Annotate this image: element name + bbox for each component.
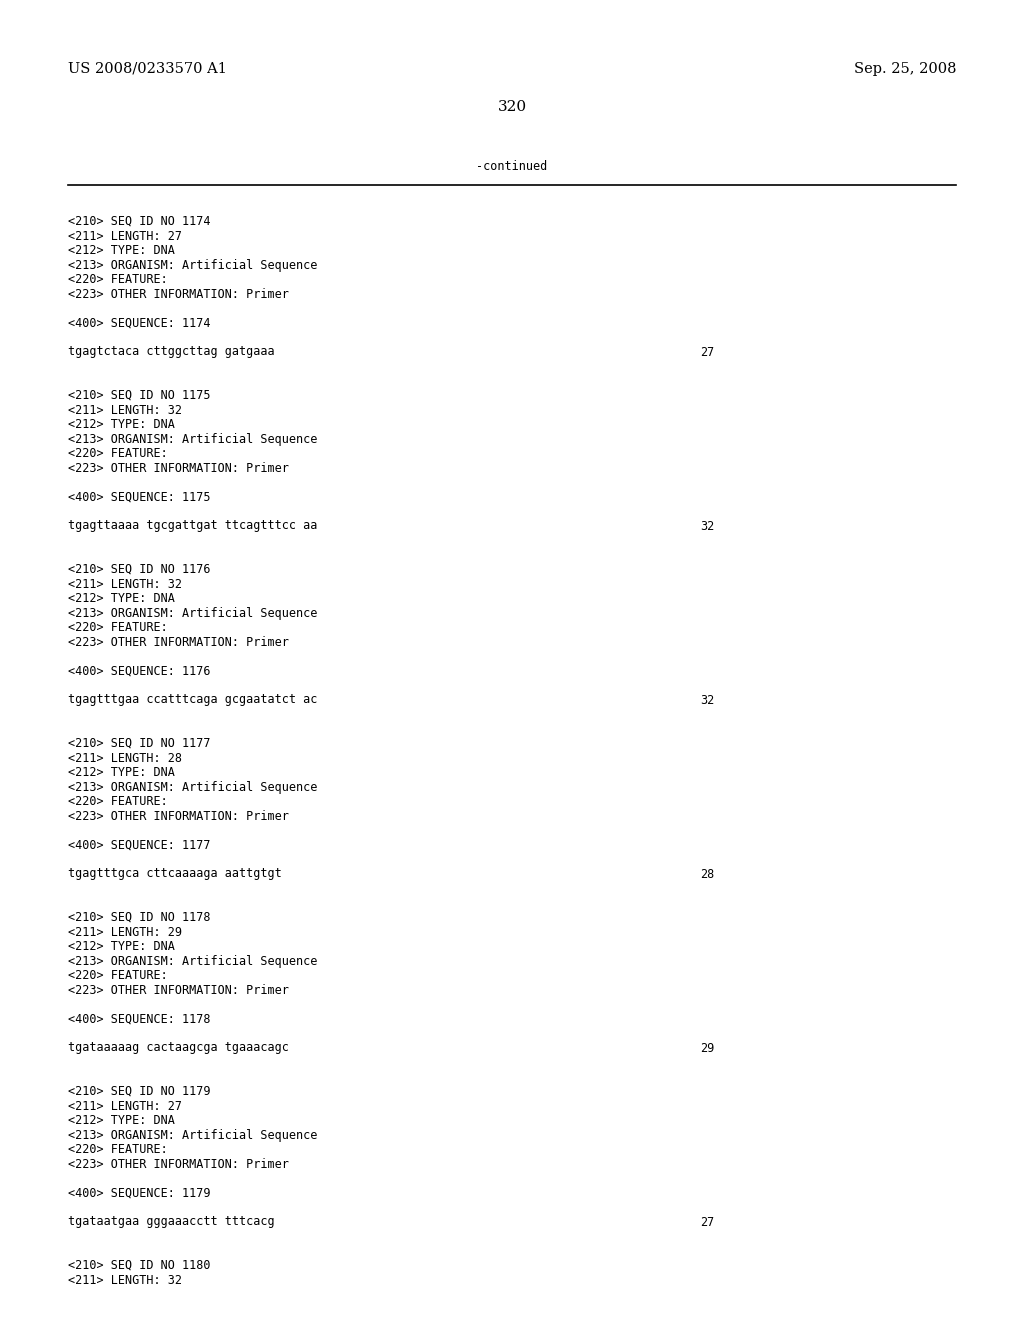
Text: <211> LENGTH: 32: <211> LENGTH: 32 bbox=[68, 1274, 182, 1287]
Text: 32: 32 bbox=[700, 520, 715, 532]
Text: <211> LENGTH: 32: <211> LENGTH: 32 bbox=[68, 404, 182, 417]
Text: <400> SEQUENCE: 1176: <400> SEQUENCE: 1176 bbox=[68, 664, 211, 677]
Text: <211> LENGTH: 27: <211> LENGTH: 27 bbox=[68, 230, 182, 243]
Text: <220> FEATURE:: <220> FEATURE: bbox=[68, 795, 168, 808]
Text: <223> OTHER INFORMATION: Primer: <223> OTHER INFORMATION: Primer bbox=[68, 983, 289, 997]
Text: tgataatgaa gggaaacctt tttcacg: tgataatgaa gggaaacctt tttcacg bbox=[68, 1216, 274, 1229]
Text: <400> SEQUENCE: 1175: <400> SEQUENCE: 1175 bbox=[68, 491, 211, 503]
Text: 28: 28 bbox=[700, 867, 715, 880]
Text: <210> SEQ ID NO 1175: <210> SEQ ID NO 1175 bbox=[68, 389, 211, 403]
Text: <220> FEATURE:: <220> FEATURE: bbox=[68, 273, 168, 286]
Text: tgagtttgaa ccatttcaga gcgaatatct ac: tgagtttgaa ccatttcaga gcgaatatct ac bbox=[68, 693, 317, 706]
Text: <223> OTHER INFORMATION: Primer: <223> OTHER INFORMATION: Primer bbox=[68, 809, 289, 822]
Text: <210> SEQ ID NO 1179: <210> SEQ ID NO 1179 bbox=[68, 1085, 211, 1098]
Text: tgagtctaca cttggcttag gatgaaa: tgagtctaca cttggcttag gatgaaa bbox=[68, 346, 274, 359]
Text: 320: 320 bbox=[498, 100, 526, 114]
Text: <213> ORGANISM: Artificial Sequence: <213> ORGANISM: Artificial Sequence bbox=[68, 606, 317, 619]
Text: Sep. 25, 2008: Sep. 25, 2008 bbox=[853, 62, 956, 77]
Text: 32: 32 bbox=[700, 693, 715, 706]
Text: <212> TYPE: DNA: <212> TYPE: DNA bbox=[68, 591, 175, 605]
Text: <211> LENGTH: 28: <211> LENGTH: 28 bbox=[68, 751, 182, 764]
Text: <212> TYPE: DNA: <212> TYPE: DNA bbox=[68, 766, 175, 779]
Text: <400> SEQUENCE: 1174: <400> SEQUENCE: 1174 bbox=[68, 317, 211, 330]
Text: tgagtttgca cttcaaaaga aattgtgt: tgagtttgca cttcaaaaga aattgtgt bbox=[68, 867, 282, 880]
Text: <210> SEQ ID NO 1176: <210> SEQ ID NO 1176 bbox=[68, 564, 211, 576]
Text: -continued: -continued bbox=[476, 160, 548, 173]
Text: <220> FEATURE:: <220> FEATURE: bbox=[68, 620, 168, 634]
Text: <220> FEATURE:: <220> FEATURE: bbox=[68, 1143, 168, 1156]
Text: <220> FEATURE:: <220> FEATURE: bbox=[68, 969, 168, 982]
Text: <220> FEATURE:: <220> FEATURE: bbox=[68, 447, 168, 459]
Text: <213> ORGANISM: Artificial Sequence: <213> ORGANISM: Artificial Sequence bbox=[68, 433, 317, 446]
Text: <212> TYPE: DNA: <212> TYPE: DNA bbox=[68, 1114, 175, 1127]
Text: <400> SEQUENCE: 1178: <400> SEQUENCE: 1178 bbox=[68, 1012, 211, 1026]
Text: <212> TYPE: DNA: <212> TYPE: DNA bbox=[68, 244, 175, 257]
Text: <213> ORGANISM: Artificial Sequence: <213> ORGANISM: Artificial Sequence bbox=[68, 259, 317, 272]
Text: tgagttaaaa tgcgattgat ttcagtttcc aa: tgagttaaaa tgcgattgat ttcagtttcc aa bbox=[68, 520, 317, 532]
Text: US 2008/0233570 A1: US 2008/0233570 A1 bbox=[68, 62, 227, 77]
Text: 27: 27 bbox=[700, 1216, 715, 1229]
Text: <223> OTHER INFORMATION: Primer: <223> OTHER INFORMATION: Primer bbox=[68, 462, 289, 474]
Text: <223> OTHER INFORMATION: Primer: <223> OTHER INFORMATION: Primer bbox=[68, 288, 289, 301]
Text: <212> TYPE: DNA: <212> TYPE: DNA bbox=[68, 940, 175, 953]
Text: 27: 27 bbox=[700, 346, 715, 359]
Text: <400> SEQUENCE: 1177: <400> SEQUENCE: 1177 bbox=[68, 838, 211, 851]
Text: <211> LENGTH: 29: <211> LENGTH: 29 bbox=[68, 925, 182, 939]
Text: <210> SEQ ID NO 1178: <210> SEQ ID NO 1178 bbox=[68, 911, 211, 924]
Text: tgataaaaag cactaagcga tgaaacagc: tgataaaaag cactaagcga tgaaacagc bbox=[68, 1041, 289, 1055]
Text: <400> SEQUENCE: 1179: <400> SEQUENCE: 1179 bbox=[68, 1187, 211, 1200]
Text: 29: 29 bbox=[700, 1041, 715, 1055]
Text: <213> ORGANISM: Artificial Sequence: <213> ORGANISM: Artificial Sequence bbox=[68, 954, 317, 968]
Text: <210> SEQ ID NO 1180: <210> SEQ ID NO 1180 bbox=[68, 1259, 211, 1272]
Text: <223> OTHER INFORMATION: Primer: <223> OTHER INFORMATION: Primer bbox=[68, 635, 289, 648]
Text: <211> LENGTH: 32: <211> LENGTH: 32 bbox=[68, 578, 182, 590]
Text: <212> TYPE: DNA: <212> TYPE: DNA bbox=[68, 418, 175, 432]
Text: <223> OTHER INFORMATION: Primer: <223> OTHER INFORMATION: Primer bbox=[68, 1158, 289, 1171]
Text: <210> SEQ ID NO 1174: <210> SEQ ID NO 1174 bbox=[68, 215, 211, 228]
Text: <213> ORGANISM: Artificial Sequence: <213> ORGANISM: Artificial Sequence bbox=[68, 1129, 317, 1142]
Text: <213> ORGANISM: Artificial Sequence: <213> ORGANISM: Artificial Sequence bbox=[68, 780, 317, 793]
Text: <210> SEQ ID NO 1177: <210> SEQ ID NO 1177 bbox=[68, 737, 211, 750]
Text: <211> LENGTH: 27: <211> LENGTH: 27 bbox=[68, 1100, 182, 1113]
